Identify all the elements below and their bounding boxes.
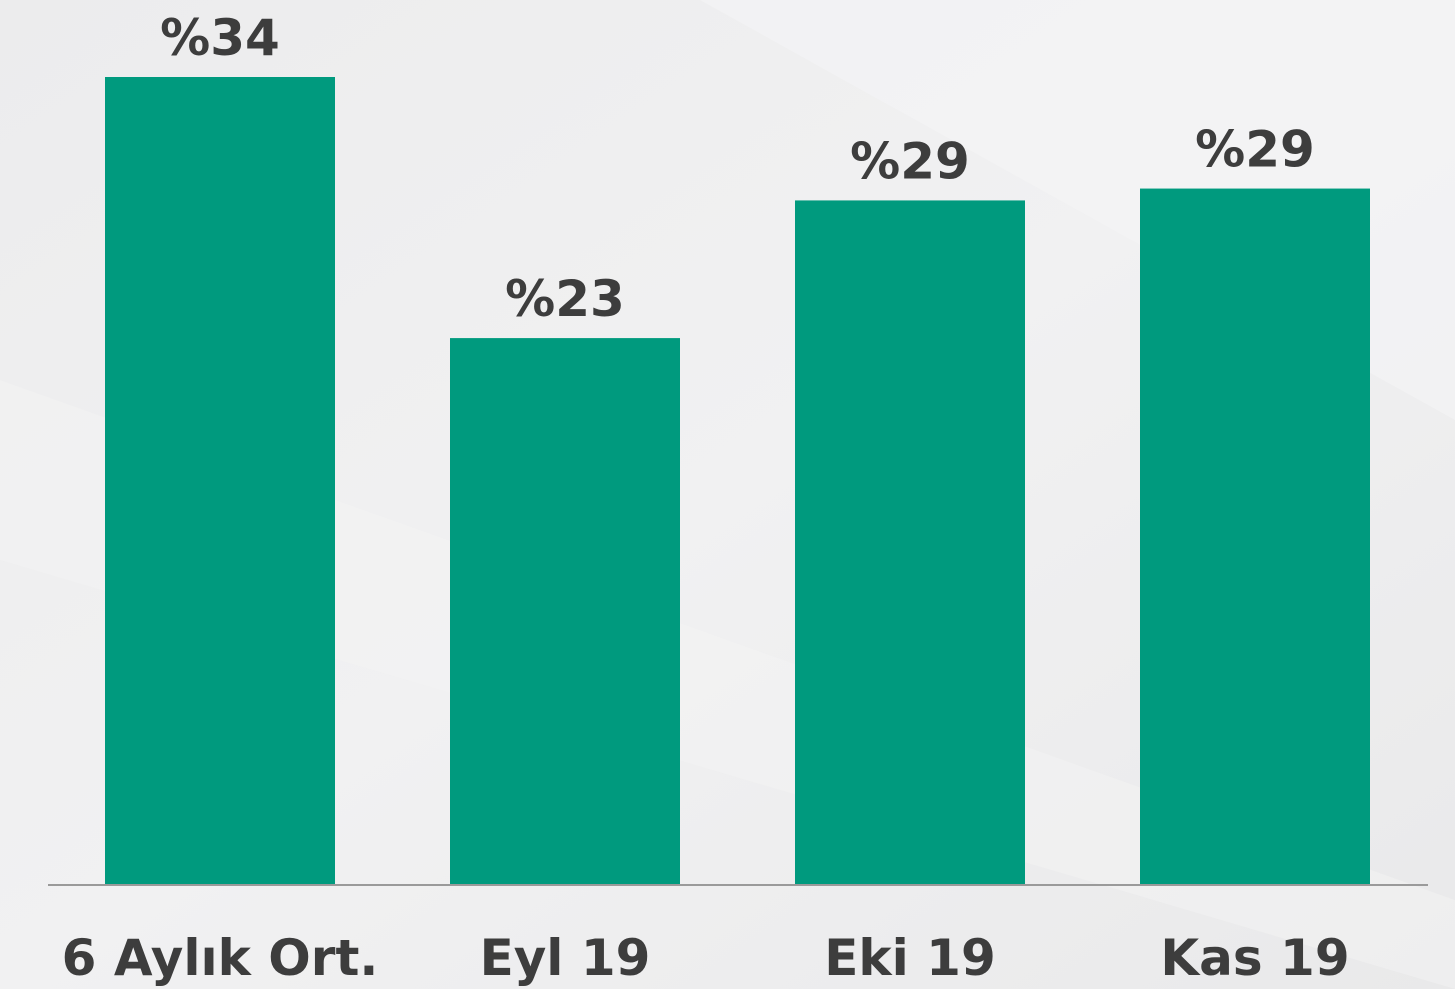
- bar: [450, 338, 680, 884]
- value-label: %29: [1195, 121, 1315, 179]
- value-label: %34: [160, 9, 280, 67]
- value-label: %29: [850, 132, 970, 190]
- bar: [795, 200, 1025, 884]
- x-tick-label: Eki 19: [824, 929, 996, 987]
- background-stripe: [0, 380, 1455, 989]
- bar: [1140, 188, 1370, 884]
- value-label: %23: [505, 270, 625, 328]
- x-tick-label: Kas 19: [1160, 929, 1349, 987]
- bar: [105, 77, 335, 884]
- x-tick-label: Eyl 19: [480, 929, 651, 987]
- x-tick-label: 6 Aylık Ort.: [62, 929, 379, 987]
